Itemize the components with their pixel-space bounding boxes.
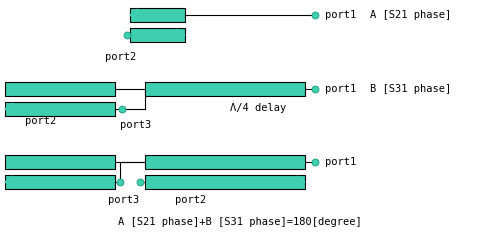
Text: port1: port1 bbox=[325, 84, 356, 94]
Text: B [S31 phase]: B [S31 phase] bbox=[370, 84, 451, 94]
Text: port1: port1 bbox=[325, 10, 356, 20]
Text: port2: port2 bbox=[175, 195, 206, 205]
Polygon shape bbox=[5, 176, 13, 188]
Text: port2: port2 bbox=[25, 116, 56, 126]
Text: port2: port2 bbox=[105, 52, 136, 62]
Bar bbox=[5, 102, 115, 116]
Bar bbox=[145, 155, 305, 169]
Text: A [S21 phase]: A [S21 phase] bbox=[370, 10, 451, 20]
Polygon shape bbox=[5, 103, 13, 115]
Text: port3: port3 bbox=[120, 120, 151, 130]
Text: Λ/4 delay: Λ/4 delay bbox=[230, 103, 286, 113]
Polygon shape bbox=[130, 9, 138, 21]
Text: A [S21 phase]+B [S31 phase]=180[degree]: A [S21 phase]+B [S31 phase]=180[degree] bbox=[118, 217, 362, 227]
Text: port1: port1 bbox=[325, 157, 356, 167]
Polygon shape bbox=[297, 176, 305, 188]
Bar bbox=[130, 28, 185, 42]
Bar bbox=[130, 8, 185, 22]
Bar bbox=[5, 175, 115, 189]
Text: port3: port3 bbox=[108, 195, 139, 205]
Bar bbox=[145, 82, 305, 96]
Bar bbox=[145, 175, 305, 189]
Bar bbox=[5, 155, 115, 169]
Bar bbox=[5, 82, 115, 96]
Polygon shape bbox=[177, 29, 185, 41]
